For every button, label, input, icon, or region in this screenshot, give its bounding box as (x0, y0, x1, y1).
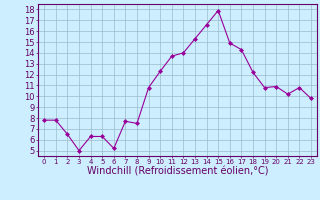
X-axis label: Windchill (Refroidissement éolien,°C): Windchill (Refroidissement éolien,°C) (87, 167, 268, 177)
